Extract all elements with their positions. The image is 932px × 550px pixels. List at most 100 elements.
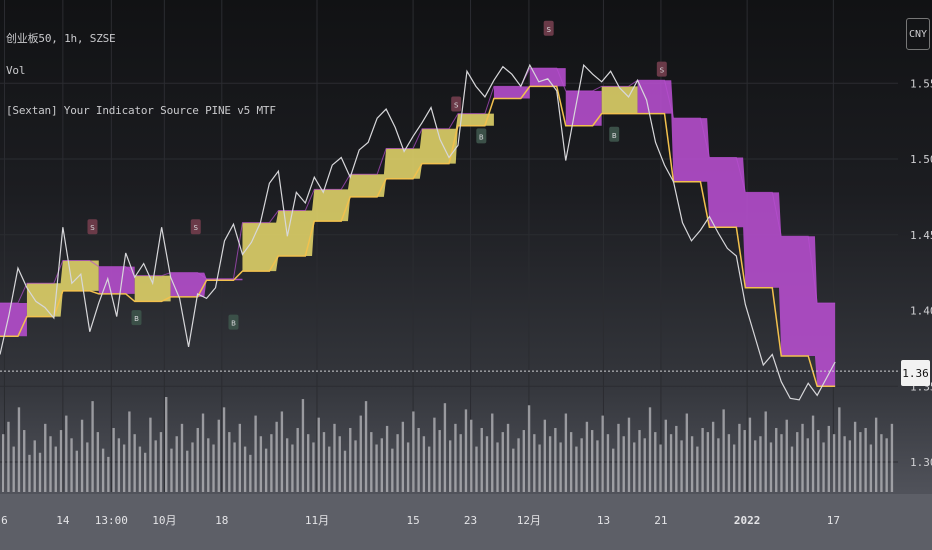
volume-bar [475, 446, 478, 492]
volume-bar [101, 448, 105, 492]
volume-bar [91, 401, 94, 492]
volume-bar [143, 452, 147, 492]
volume-bar [243, 446, 247, 492]
symbol-legend[interactable]: 创业板50, 1h, SZSE [6, 30, 116, 46]
signal-marker-buy [131, 310, 142, 326]
volume-bar [396, 434, 399, 492]
volume-bar [217, 419, 220, 492]
volume-bar [890, 423, 894, 492]
volume-bar [627, 417, 631, 492]
signal-marker-text: S [546, 26, 551, 34]
volume-bar [338, 436, 341, 492]
volume-bar [212, 444, 215, 492]
volume-bar [533, 434, 536, 492]
volume-bar [38, 452, 42, 492]
volume-bar [654, 432, 657, 492]
volume-legend[interactable]: Vol [6, 64, 25, 77]
volume-bar [59, 430, 63, 492]
volume-bar [501, 432, 504, 492]
volume-bar [107, 456, 110, 492]
volume-bar [496, 442, 499, 492]
volume-bar [633, 442, 636, 492]
volume-bar [780, 434, 783, 492]
signal-marker-sell [190, 219, 201, 235]
volume-bar [44, 423, 47, 492]
volume-bar [112, 427, 115, 492]
volume-bar [2, 434, 5, 492]
volume-bar [238, 423, 242, 492]
volume-bar [96, 432, 100, 492]
volume-bar [7, 421, 10, 492]
volume-bar [743, 430, 746, 492]
volume-bar [401, 421, 405, 492]
volume-bar [149, 417, 152, 492]
symbol-line: 创业板50, 1h, SZSE [6, 32, 116, 45]
volume-bar [254, 415, 257, 492]
time-tick-label: 2022 [734, 514, 761, 527]
volume-bar [459, 434, 462, 492]
volume-bar [207, 438, 210, 492]
volume-bar [706, 432, 710, 492]
time-tick-label: 12月 [517, 514, 541, 527]
signal-marker-text: S [454, 102, 459, 110]
volume-bar [65, 415, 68, 492]
volume-bar [669, 434, 673, 492]
volume-bar [843, 436, 846, 492]
volume-bar [312, 442, 315, 492]
volume-bar [470, 419, 473, 492]
currency-badge[interactable]: CNY [906, 18, 930, 50]
volume-bar [874, 417, 878, 492]
volume-bar [233, 442, 236, 492]
signal-marker-sell [656, 61, 667, 77]
volume-bar [417, 427, 420, 492]
volume-bar [228, 432, 231, 492]
volume-bar [685, 413, 689, 492]
volume-bar [49, 436, 52, 492]
volume-bar [280, 411, 284, 492]
volume-bar [333, 423, 336, 492]
volume-bar [769, 442, 773, 492]
volume-bar [722, 409, 725, 492]
signal-marker-sell [87, 219, 98, 235]
volume-bar [180, 423, 184, 492]
volume-bar [838, 407, 841, 492]
volume-bar [512, 448, 515, 492]
time-tick-label: 6 [1, 514, 8, 527]
volume-bar [680, 440, 683, 492]
volume-bar [23, 430, 26, 492]
cloud-bear [0, 302, 27, 337]
signal-marker-buy [228, 314, 239, 330]
indicator-legend[interactable]: [Sextan] Your Indicator Source PINE v5 M… [6, 104, 276, 117]
volume-bar [869, 444, 873, 492]
cloud-bear [637, 80, 836, 387]
volume-bar [480, 427, 483, 492]
cloud-bull [134, 275, 171, 302]
volume-bar [449, 440, 452, 492]
volume-bar [491, 413, 494, 492]
volume-bar [727, 434, 731, 492]
time-tick-label: 17 [827, 514, 840, 527]
volume-bar [270, 434, 273, 492]
signal-marker-text: B [479, 133, 484, 141]
volume-bar [827, 425, 831, 492]
volume-bar [659, 444, 662, 492]
volume-bar [832, 434, 836, 492]
price-tick-label: 1.55 [910, 77, 932, 90]
volume-bar [222, 407, 226, 492]
signal-marker-text: S [194, 224, 199, 232]
time-tick-label: 14 [56, 514, 70, 527]
volume-bar [717, 438, 720, 492]
signal-marker-text: B [134, 315, 139, 323]
volume-bar [154, 440, 157, 492]
volume-bar [575, 446, 578, 492]
time-axis [0, 494, 932, 550]
volume-bar [517, 438, 520, 492]
volume-bar [175, 436, 178, 492]
volume-bar [559, 442, 562, 492]
volume-bar [806, 438, 809, 492]
volume-bar [328, 446, 331, 492]
volume-bar [543, 419, 547, 492]
volume-bar [817, 430, 820, 492]
volume-bar [801, 423, 804, 492]
